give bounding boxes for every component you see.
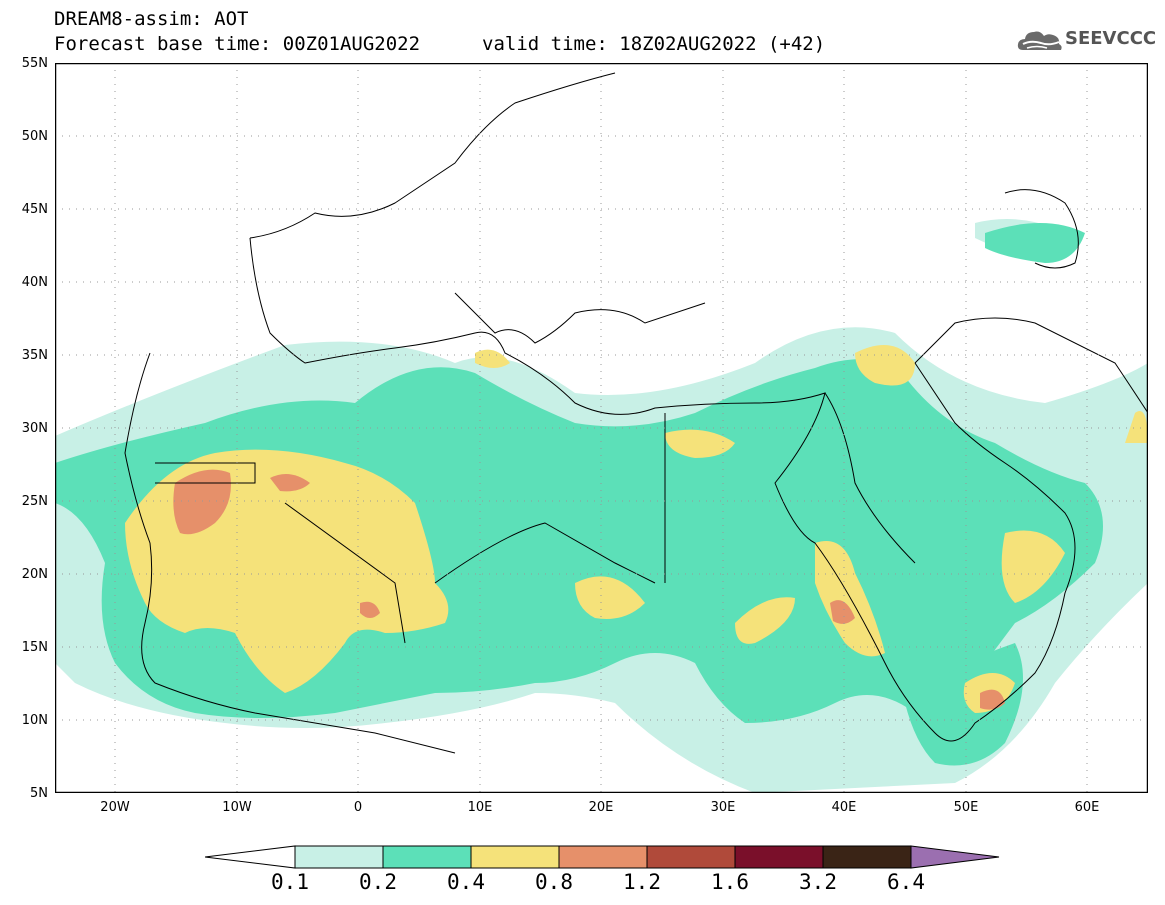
lon-label: 20E <box>588 800 614 815</box>
lat-label: 55N <box>21 56 48 71</box>
colorbar-label: 0.1 <box>271 870 309 894</box>
cloud-icon <box>1017 31 1062 50</box>
lon-label: 0 <box>353 800 363 815</box>
coastlines <box>124 72 1148 754</box>
lat-label: 25N <box>21 494 48 509</box>
seevccc-logo: SEEVCCC <box>1017 26 1157 54</box>
lat-label: 10N <box>21 713 48 728</box>
lat-label: 30N <box>21 421 48 436</box>
lat-label: 20N <box>21 567 48 582</box>
forecast-base-time: Forecast base time: 00Z01AUG2022 <box>54 33 421 55</box>
lat-label: 45N <box>21 202 48 217</box>
colorbar-segment <box>822 845 912 869</box>
chart-title: DREAM8-assim: AOT <box>54 8 249 30</box>
lon-label: 60E <box>1074 800 1100 815</box>
lon-label: 40E <box>831 800 857 815</box>
colorbar-label: 1.2 <box>623 870 661 894</box>
lon-label: 10E <box>467 800 493 815</box>
lat-label: 5N <box>30 786 48 801</box>
colorbar-label: 6.4 <box>887 870 925 894</box>
colorbar-label: 0.4 <box>447 870 485 894</box>
lat-label: 40N <box>21 275 48 290</box>
colorbar-segment <box>646 845 736 869</box>
colorbar-label: 0.8 <box>535 870 573 894</box>
colorbar-segment <box>294 845 384 869</box>
colorbar-arrow-low <box>205 845 296 869</box>
graticule <box>55 63 1148 793</box>
lon-label: 50E <box>953 800 979 815</box>
lon-label: 30E <box>710 800 736 815</box>
colorbar-segment <box>382 845 472 869</box>
lat-label: 50N <box>21 129 48 144</box>
colorbar-label: 1.6 <box>711 870 749 894</box>
colorbar-label: 0.2 <box>359 870 397 894</box>
colorbar <box>205 845 1000 869</box>
valid-time: valid time: 18Z02AUG2022 (+42) <box>482 33 826 55</box>
aot-band-veryhigh <box>173 469 1005 710</box>
colorbar-segment <box>734 845 824 869</box>
colorbar-segment <box>558 845 648 869</box>
aot-map <box>55 63 1148 793</box>
lon-label: 10W <box>222 800 252 815</box>
colorbar-label: 3.2 <box>799 870 837 894</box>
colorbar-segment <box>470 845 560 869</box>
lon-label: 20W <box>100 800 130 815</box>
logo-text: SEEVCCC <box>1065 28 1157 49</box>
colorbar-arrow-high <box>910 845 1000 869</box>
lat-label: 35N <box>21 348 48 363</box>
lat-label: 15N <box>21 640 48 655</box>
